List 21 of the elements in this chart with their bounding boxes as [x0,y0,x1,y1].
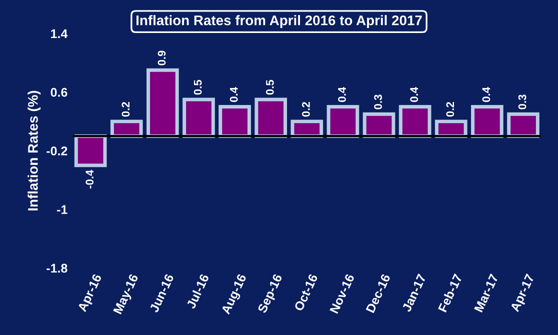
data-label: 0.5 [194,80,202,95]
x-tick-label: Jul-16 [186,273,210,310]
y-tick-label: 0.6 [50,88,68,97]
data-label: 0.9 [158,50,166,66]
data-label: 0.3 [374,94,382,110]
data-label: 0.4 [230,87,238,102]
data-label: 0.2 [302,102,310,117]
data-label: 0.4 [338,87,346,102]
data-label: 0.4 [410,87,418,102]
data-label: 0.5 [266,80,274,95]
data-label: 0.2 [446,102,454,117]
y-tick-label: 1.4 [51,29,68,38]
y-axis-title: Inflation Rates (%) [28,90,41,210]
data-label: 0.4 [482,87,490,102]
data-label: 0.2 [122,102,130,117]
chart-title: Inflation Rates from April 2016 to April 2017 [136,15,422,28]
data-label: -0.4 [86,170,94,189]
y-tick-label: -0.2 [46,146,68,156]
data-label: 0.3 [518,94,526,110]
y-tick-label: -1 [57,205,68,214]
y-tick-label: -1.8 [46,264,68,273]
